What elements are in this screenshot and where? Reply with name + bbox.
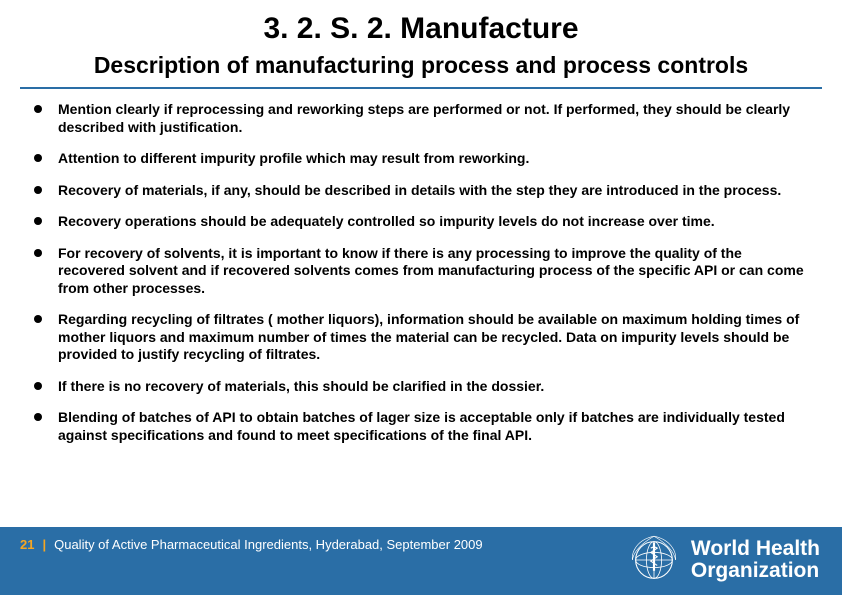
bullet-item: If there is no recovery of materials, th… <box>30 378 812 396</box>
bullet-item: Mention clearly if reprocessing and rewo… <box>30 101 812 136</box>
footer-right: World Health Organization <box>627 533 820 587</box>
who-text: World Health Organization <box>691 538 820 582</box>
bullet-item: Attention to different impurity profile … <box>30 150 812 168</box>
who-line1: World Health <box>691 538 820 560</box>
bullet-item: For recovery of solvents, it is importan… <box>30 245 812 298</box>
footer-left: 21 | Quality of Active Pharmaceutical In… <box>20 537 483 554</box>
who-line2: Organization <box>691 560 820 582</box>
footer-pipe: | <box>42 537 46 554</box>
bullet-item: Recovery of materials, if any, should be… <box>30 182 812 200</box>
footer-bar: 21 | Quality of Active Pharmaceutical In… <box>0 527 842 595</box>
page-number: 21 <box>20 537 34 554</box>
title-divider <box>20 87 822 89</box>
footer-text: Quality of Active Pharmaceutical Ingredi… <box>54 537 483 554</box>
slide-title: 3. 2. S. 2. Manufacture <box>20 12 822 46</box>
who-logo-icon <box>627 533 681 587</box>
content-area: Mention clearly if reprocessing and rewo… <box>20 101 822 444</box>
slide-subtitle: Description of manufacturing process and… <box>20 52 822 79</box>
bullet-item: Blending of batches of API to obtain bat… <box>30 409 812 444</box>
slide: 3. 2. S. 2. Manufacture Description of m… <box>0 0 842 595</box>
bullet-item: Recovery operations should be adequately… <box>30 213 812 231</box>
bullet-item: Regarding recycling of filtrates ( mothe… <box>30 311 812 364</box>
bullet-list: Mention clearly if reprocessing and rewo… <box>30 101 812 444</box>
